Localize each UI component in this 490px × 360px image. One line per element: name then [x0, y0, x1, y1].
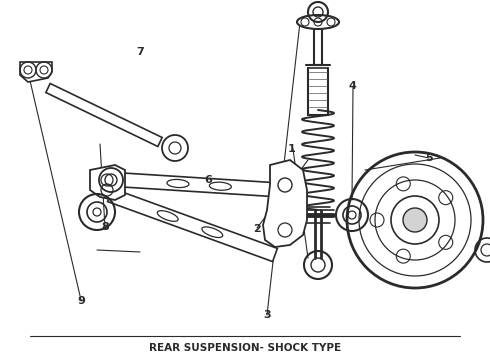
Polygon shape — [20, 62, 52, 82]
Polygon shape — [90, 165, 125, 200]
Text: 5: 5 — [425, 153, 433, 163]
Text: 9: 9 — [77, 296, 85, 306]
Polygon shape — [46, 84, 162, 147]
Text: 2: 2 — [253, 224, 261, 234]
Polygon shape — [263, 160, 307, 247]
Text: REAR SUSPENSION- SHOCK TYPE: REAR SUSPENSION- SHOCK TYPE — [149, 343, 341, 353]
Text: 8: 8 — [101, 222, 109, 232]
Text: 7: 7 — [136, 47, 144, 57]
Ellipse shape — [297, 15, 339, 29]
Text: 4: 4 — [349, 81, 357, 91]
Text: 3: 3 — [263, 310, 271, 320]
Polygon shape — [108, 188, 277, 262]
Ellipse shape — [167, 179, 189, 188]
Ellipse shape — [209, 182, 231, 190]
Text: 1: 1 — [288, 144, 295, 154]
Ellipse shape — [202, 227, 223, 238]
Polygon shape — [122, 173, 280, 197]
Circle shape — [403, 208, 427, 232]
Text: 6: 6 — [204, 175, 212, 185]
Ellipse shape — [157, 211, 178, 221]
